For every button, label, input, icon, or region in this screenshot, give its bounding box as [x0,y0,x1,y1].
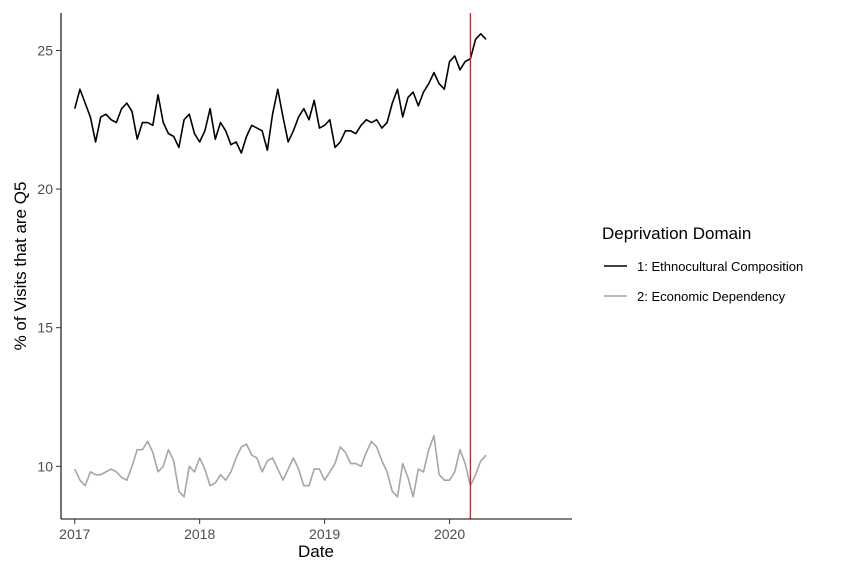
x-tick-label: 2018 [184,526,215,542]
y-tick-label: 15 [37,320,53,336]
x-axis-title: Date [298,542,334,561]
y-tick-label: 10 [37,458,53,474]
series-layer [73,32,487,498]
legend: Deprivation Domain 1: Ethnocultural Comp… [602,224,803,304]
y-axis-title: % of Visits that are Q5 [11,182,30,351]
legend-label-economic: 2: Economic Dependency [637,289,786,304]
series-line-2 [74,435,487,498]
x-tick-label: 2019 [309,526,340,542]
series-line-1 [73,32,487,154]
legend-label-ethnocultural: 1: Ethnocultural Composition [637,259,803,274]
x-tick-label: 2020 [434,526,465,542]
legend-title: Deprivation Domain [602,224,751,243]
y-tick-label: 20 [37,181,53,197]
ticks-layer: 2017 2018 2019 2020 10 15 20 25 [37,42,465,542]
x-tick-label: 2017 [59,526,90,542]
y-tick-label: 25 [37,42,53,58]
